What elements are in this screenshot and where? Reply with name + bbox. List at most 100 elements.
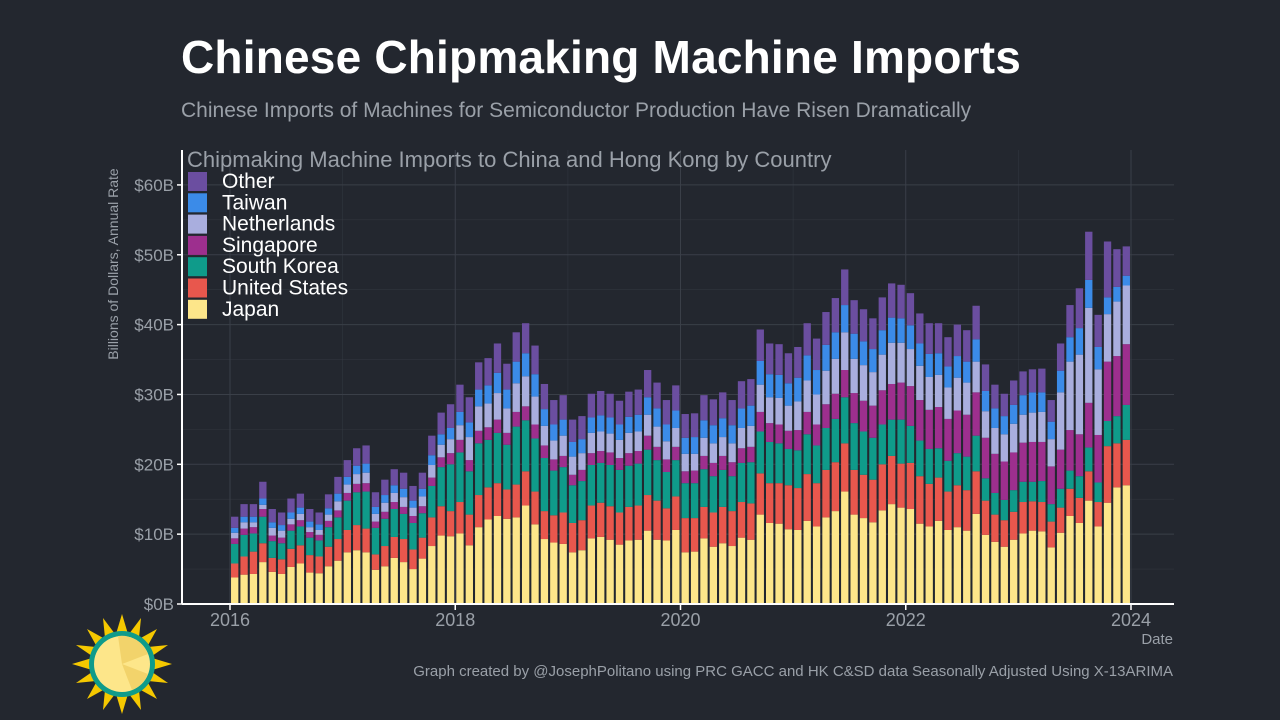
bar-segment [437,434,445,445]
bar-segment [334,539,342,561]
bar-segment [831,332,840,359]
bar-segment [1075,522,1084,604]
bar-segment [653,539,661,604]
bar-segment [578,481,586,521]
bar-segment [944,491,952,530]
bar-segment [916,365,924,401]
bar-segment [475,495,483,528]
page-subtitle: Chinese Imports of Machines for Semicond… [181,99,972,122]
bar-segment [268,535,276,542]
bar-segment [953,410,962,454]
bar-segment [1010,404,1018,424]
bar-segment [747,425,755,447]
bar-segment [756,473,764,515]
bar-segment [399,513,408,540]
bar-segment [700,395,708,421]
bar-segment [615,439,624,459]
bar-segment [991,541,999,604]
bar-segment [521,505,530,604]
bar-segment [287,548,295,567]
bar-segment [484,385,492,404]
bar-segment [1028,392,1037,413]
bar-segment [399,506,408,514]
bar-segment [916,476,924,524]
bar-segment [953,453,962,486]
bar-segment [324,566,333,604]
bar-segment [353,483,361,493]
bar-segment [850,469,858,515]
bar-segment [944,529,952,604]
bar-segment [428,465,436,478]
bar-segment [399,562,408,604]
bar-segment [934,477,943,521]
bar-segment [587,453,595,465]
bar-segment [944,337,952,367]
bar-segment [446,536,455,604]
bar-segment [277,525,286,531]
bar-segment [240,504,248,517]
bar-segment [897,284,905,319]
bar-segment [784,353,793,384]
bar-segment [1094,369,1102,435]
bar-segment [475,389,483,407]
bar-segment [287,498,295,513]
bar-segment [568,456,577,475]
bar-segment [615,544,624,604]
bar-segment [578,550,586,604]
bar-segment [324,508,333,515]
bar-segment [493,372,502,394]
bar-segment [972,392,980,436]
bar-segment [1010,452,1018,491]
bar-segment [381,511,389,519]
bar-segment [287,524,295,531]
bar-segment [831,393,840,419]
legend-label: Other [222,170,275,193]
bar-segment [231,543,239,564]
bar-segment [409,515,417,523]
bar-segment [437,457,445,468]
bar-segment [662,424,671,442]
bar-segment [643,435,652,450]
bar-segment [803,355,811,381]
bar-segment [888,419,896,456]
bar-segment [249,527,258,534]
bar-segment [869,372,877,406]
bar-segment [409,569,417,604]
bar-segment [775,443,783,484]
bar-segment [1047,466,1055,505]
bar-segment [362,445,370,464]
bar-segment [1038,411,1046,442]
bar-segment [625,540,633,604]
bar-segment [756,360,764,385]
bar-segment [353,550,361,604]
bar-segment [859,474,868,519]
bar-segment [709,546,718,604]
bar-segment [578,416,586,440]
bar-segment [662,540,671,604]
bar-segment [249,516,258,523]
bar-segment [906,386,915,426]
bar-segment [925,483,933,527]
bar-segment [1056,343,1065,371]
bar-segment [259,543,267,563]
bar-segment [963,490,971,531]
bar-segment [709,462,718,477]
bar-segment [728,443,736,463]
bar-segment [446,404,455,428]
bar-segment [766,374,774,398]
bar-segment [916,400,924,441]
bar-segment [606,433,614,453]
bar-segment [944,387,952,419]
bar-segment [812,338,821,371]
bar-segment [446,427,455,440]
bar-segment [850,393,858,424]
y-axis-label: Billions of Dollars, Annual Rate [105,168,121,360]
legend-label: United States [222,277,348,300]
bar-segment [418,496,427,507]
bar-segment [869,437,877,480]
y-tick-label: $0B [144,595,174,614]
bar-segment [503,408,511,433]
bar-segment [1094,346,1102,370]
bar-segment [719,543,727,604]
bar-segment [643,530,652,604]
